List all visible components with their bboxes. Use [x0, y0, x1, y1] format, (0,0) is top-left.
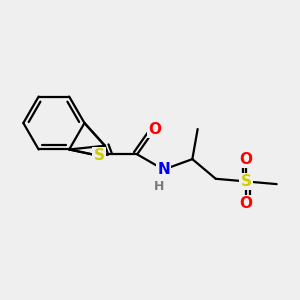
Text: O: O [240, 152, 253, 167]
Text: O: O [148, 122, 161, 137]
Text: H: H [154, 180, 164, 193]
Text: O: O [240, 196, 253, 211]
Text: S: S [241, 174, 252, 189]
Text: N: N [157, 162, 170, 177]
Text: S: S [94, 148, 105, 163]
